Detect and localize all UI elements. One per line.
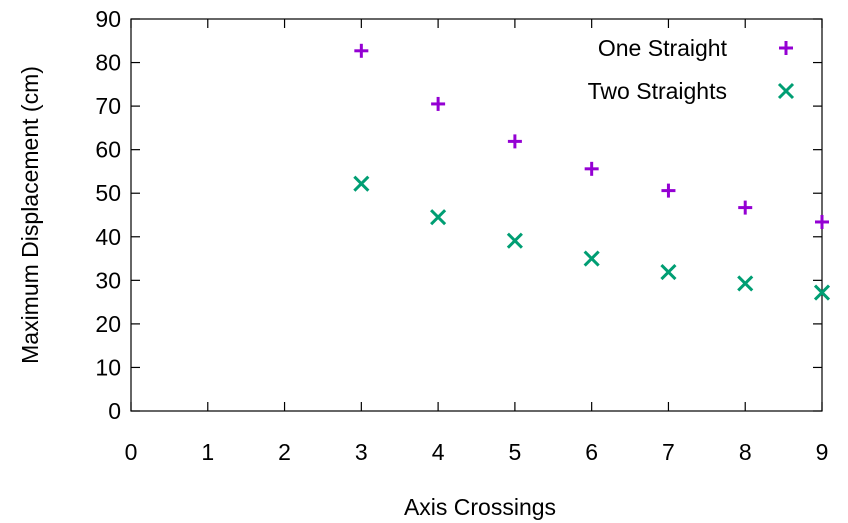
y-tick-label: 20 [95,311,121,337]
y-tick-label: 30 [95,267,121,293]
data-point [583,250,600,267]
data-point [431,96,446,111]
data-point [354,43,369,58]
x-tick-label: 3 [355,439,368,465]
data-point [815,214,829,229]
legend-marker [777,82,795,100]
x-tick-label: 5 [508,439,521,465]
x-tick-label: 9 [816,439,829,465]
x-tick-label: 4 [432,439,445,465]
data-point [813,284,831,301]
series-two-straights [353,175,831,301]
x-tick-label: 0 [125,439,138,465]
y-axis-ticks: 0 10 20 30 40 50 60 70 80 90 [95,6,822,424]
data-point [738,200,753,215]
series-one-straight [354,43,829,229]
x-tick-label: 7 [662,439,675,465]
x-tick-label: 8 [739,439,752,465]
y-axis-label: Maximum Displacement (cm) [17,66,43,364]
y-tick-label: 50 [95,180,121,206]
data-point [660,263,677,281]
legend-entry-label: One Straight [598,35,728,61]
x-tick-label: 6 [585,439,598,465]
data-points [353,43,831,301]
legend: One Straight Two Straights [588,35,795,104]
x-tick-label: 2 [278,439,291,465]
y-tick-label: 0 [108,398,121,424]
legend-marker [779,41,793,55]
y-tick-label: 90 [95,6,121,32]
x-axis-ticks: 0 1 2 3 4 5 6 7 8 9 [125,19,829,465]
data-point [584,161,599,176]
y-tick-label: 40 [95,224,121,250]
y-tick-label: 80 [95,50,121,76]
x-axis-label: Axis Crossings [404,494,556,520]
data-point [506,232,523,249]
legend-entry-label: Two Straights [588,78,727,104]
data-point [507,134,522,149]
data-point [661,183,676,198]
y-tick-label: 70 [95,93,121,119]
y-tick-label: 10 [95,354,121,380]
y-tick-label: 60 [95,137,121,163]
x-tick-label: 1 [201,439,214,465]
data-point [353,175,370,192]
data-point [430,209,447,226]
data-point [737,275,754,292]
